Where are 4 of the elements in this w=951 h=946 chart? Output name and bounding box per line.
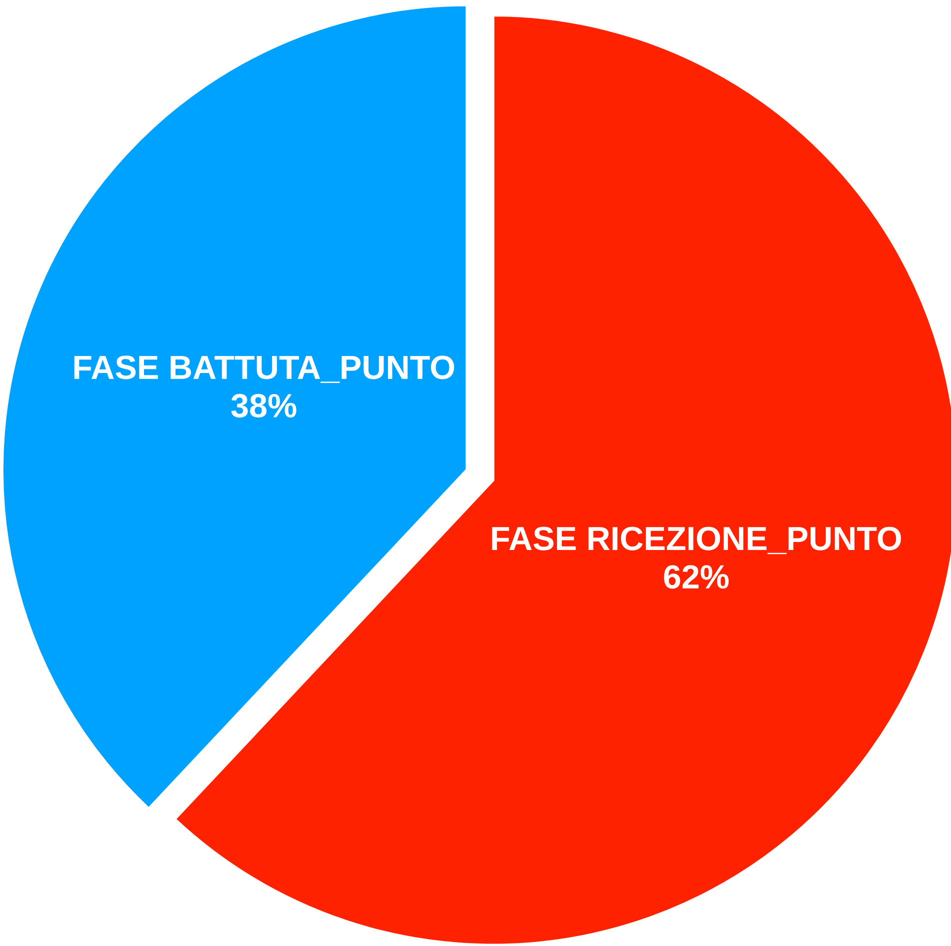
slice-label: FASE BATTUTA_PUNTO: [74, 356, 454, 383]
data-label: 62%: [664, 565, 729, 589]
slice-label: FASE RICEZIONE_PUNTO: [492, 526, 901, 554]
data-label: 38%: [231, 394, 296, 418]
